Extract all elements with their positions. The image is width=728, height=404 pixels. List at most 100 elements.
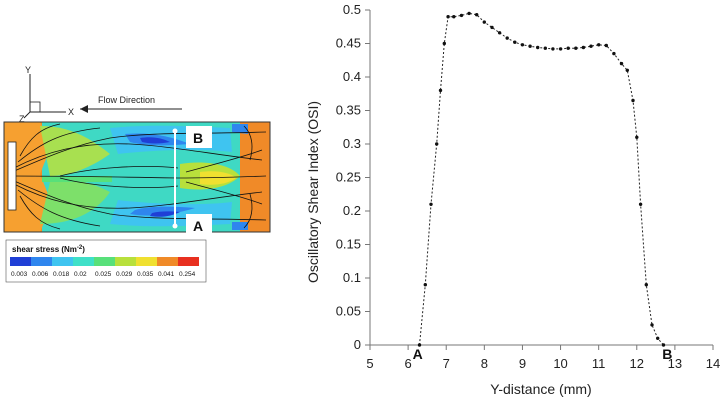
x-tick-label: 6 — [404, 356, 411, 371]
legend-tick-label: 0.029 — [116, 271, 133, 278]
data-point — [597, 43, 601, 47]
axis-y-label: Y — [25, 65, 31, 75]
data-point — [604, 43, 608, 48]
y-tick-label: 0.3 — [343, 136, 361, 151]
data-point — [505, 36, 509, 40]
data-point — [581, 45, 586, 50]
data-point — [528, 44, 532, 48]
y-tick-label: 0.35 — [336, 103, 361, 118]
x-axis-title: Y-distance (mm) — [490, 381, 591, 397]
chart-axes — [369, 10, 713, 346]
point-b-label: B — [193, 130, 203, 146]
legend-tick-label: 0.025 — [95, 271, 112, 278]
legend-swatch — [10, 257, 31, 266]
legend-swatch — [94, 257, 115, 266]
shear-stress-contour-panel: Y X Z Flow Direction — [3, 65, 271, 283]
data-point — [536, 45, 540, 50]
data-point — [644, 283, 648, 287]
data-point — [435, 142, 439, 146]
annotation-a: A — [413, 346, 423, 362]
coordinate-axes-icon: Y X Z — [19, 65, 74, 124]
streamlines — [11, 123, 267, 230]
data-point — [423, 283, 427, 287]
axis-x-label: X — [68, 107, 74, 117]
data-point — [638, 202, 643, 206]
y-tick-label: 0 — [354, 337, 361, 352]
legend-swatch — [136, 257, 157, 266]
data-point — [429, 202, 433, 206]
data-point — [589, 44, 593, 48]
legend-swatches: 0.003 0.006 0.018 0.02 0.025 0.029 0.035 0.041 0… — [10, 257, 199, 278]
color-legend: shear stress (Nm-2) 0.003 0.006 0.018 0.02 0… — [5, 239, 207, 283]
legend-tick-label: 0.035 — [137, 271, 154, 278]
flow-direction-arrow: Flow Direction — [80, 95, 182, 113]
data-point — [656, 336, 660, 340]
legend-swatch — [157, 257, 178, 266]
data-point — [625, 68, 629, 73]
y-tick-label: 0.4 — [343, 69, 361, 84]
data-point — [497, 31, 502, 35]
legend-swatch — [73, 257, 94, 266]
data-point — [661, 343, 666, 347]
data-point — [612, 51, 616, 56]
data-point — [520, 43, 525, 47]
data-point — [417, 343, 422, 347]
y-tick-label: 0.05 — [336, 304, 361, 319]
legend-tick-label: 0.003 — [11, 271, 28, 278]
legend-swatch — [115, 257, 136, 266]
x-tick-label: 13 — [668, 356, 682, 371]
osi-series-points — [417, 11, 666, 347]
annotation-b: B — [662, 346, 672, 362]
flow-direction-label: Flow Direction — [98, 95, 155, 105]
y-tick-label: 0.5 — [343, 2, 361, 17]
data-point — [619, 61, 624, 66]
legend-tick-label: 0.041 — [158, 271, 175, 278]
point-a-marker: A — [186, 214, 212, 236]
y-tick-label: 0.2 — [343, 203, 361, 218]
data-point — [650, 323, 654, 327]
data-point — [452, 15, 456, 19]
x-tick-label: 5 — [366, 356, 373, 371]
x-tick-label: 11 — [592, 356, 606, 371]
legend-swatch — [31, 257, 52, 266]
data-point — [446, 15, 450, 19]
point-a-label: A — [193, 218, 203, 234]
data-point — [558, 47, 563, 51]
data-point — [475, 13, 479, 17]
y-tick-label: 0.25 — [336, 170, 361, 185]
y-tick-label: 0.1 — [343, 270, 361, 285]
data-point — [442, 41, 446, 46]
y-tick-label: 0.45 — [336, 36, 361, 51]
legend-tick-label: 0.018 — [53, 271, 70, 278]
point-b-marker: B — [186, 126, 212, 148]
data-point — [513, 40, 517, 44]
y-tick-label: 0.15 — [336, 237, 361, 252]
x-tick-label: 12 — [630, 356, 644, 371]
data-point — [490, 25, 494, 30]
legend-tick-label: 0.006 — [32, 271, 49, 278]
legend-tick-label: 0.02 — [74, 271, 87, 278]
x-tick-label: 10 — [553, 356, 567, 371]
x-tick-label: 8 — [481, 356, 488, 371]
y-axis-title: Oscillatory Shear Index (OSI) — [305, 101, 321, 283]
x-tick-label: 9 — [519, 356, 526, 371]
x-tick-label: 7 — [443, 356, 450, 371]
data-point — [574, 46, 578, 50]
legend-swatch — [178, 257, 199, 266]
osi-series-line — [419, 12, 664, 346]
legend-swatch — [52, 257, 73, 266]
data-point — [635, 135, 639, 139]
data-point — [631, 98, 635, 103]
data-point — [551, 47, 555, 51]
data-point — [543, 46, 547, 50]
x-axis-ticks: 5 6 7 8 9 10 11 12 13 14 — [366, 345, 720, 371]
measurement-line-a-b — [172, 128, 178, 229]
data-point — [459, 13, 464, 18]
data-point — [566, 46, 570, 50]
legend-title: shear stress (Nm-2) — [12, 245, 85, 254]
legend-tick-label: 0.254 — [179, 271, 196, 278]
data-point — [467, 11, 471, 16]
data-point — [438, 88, 443, 93]
axis-z-label: Z — [19, 114, 25, 124]
